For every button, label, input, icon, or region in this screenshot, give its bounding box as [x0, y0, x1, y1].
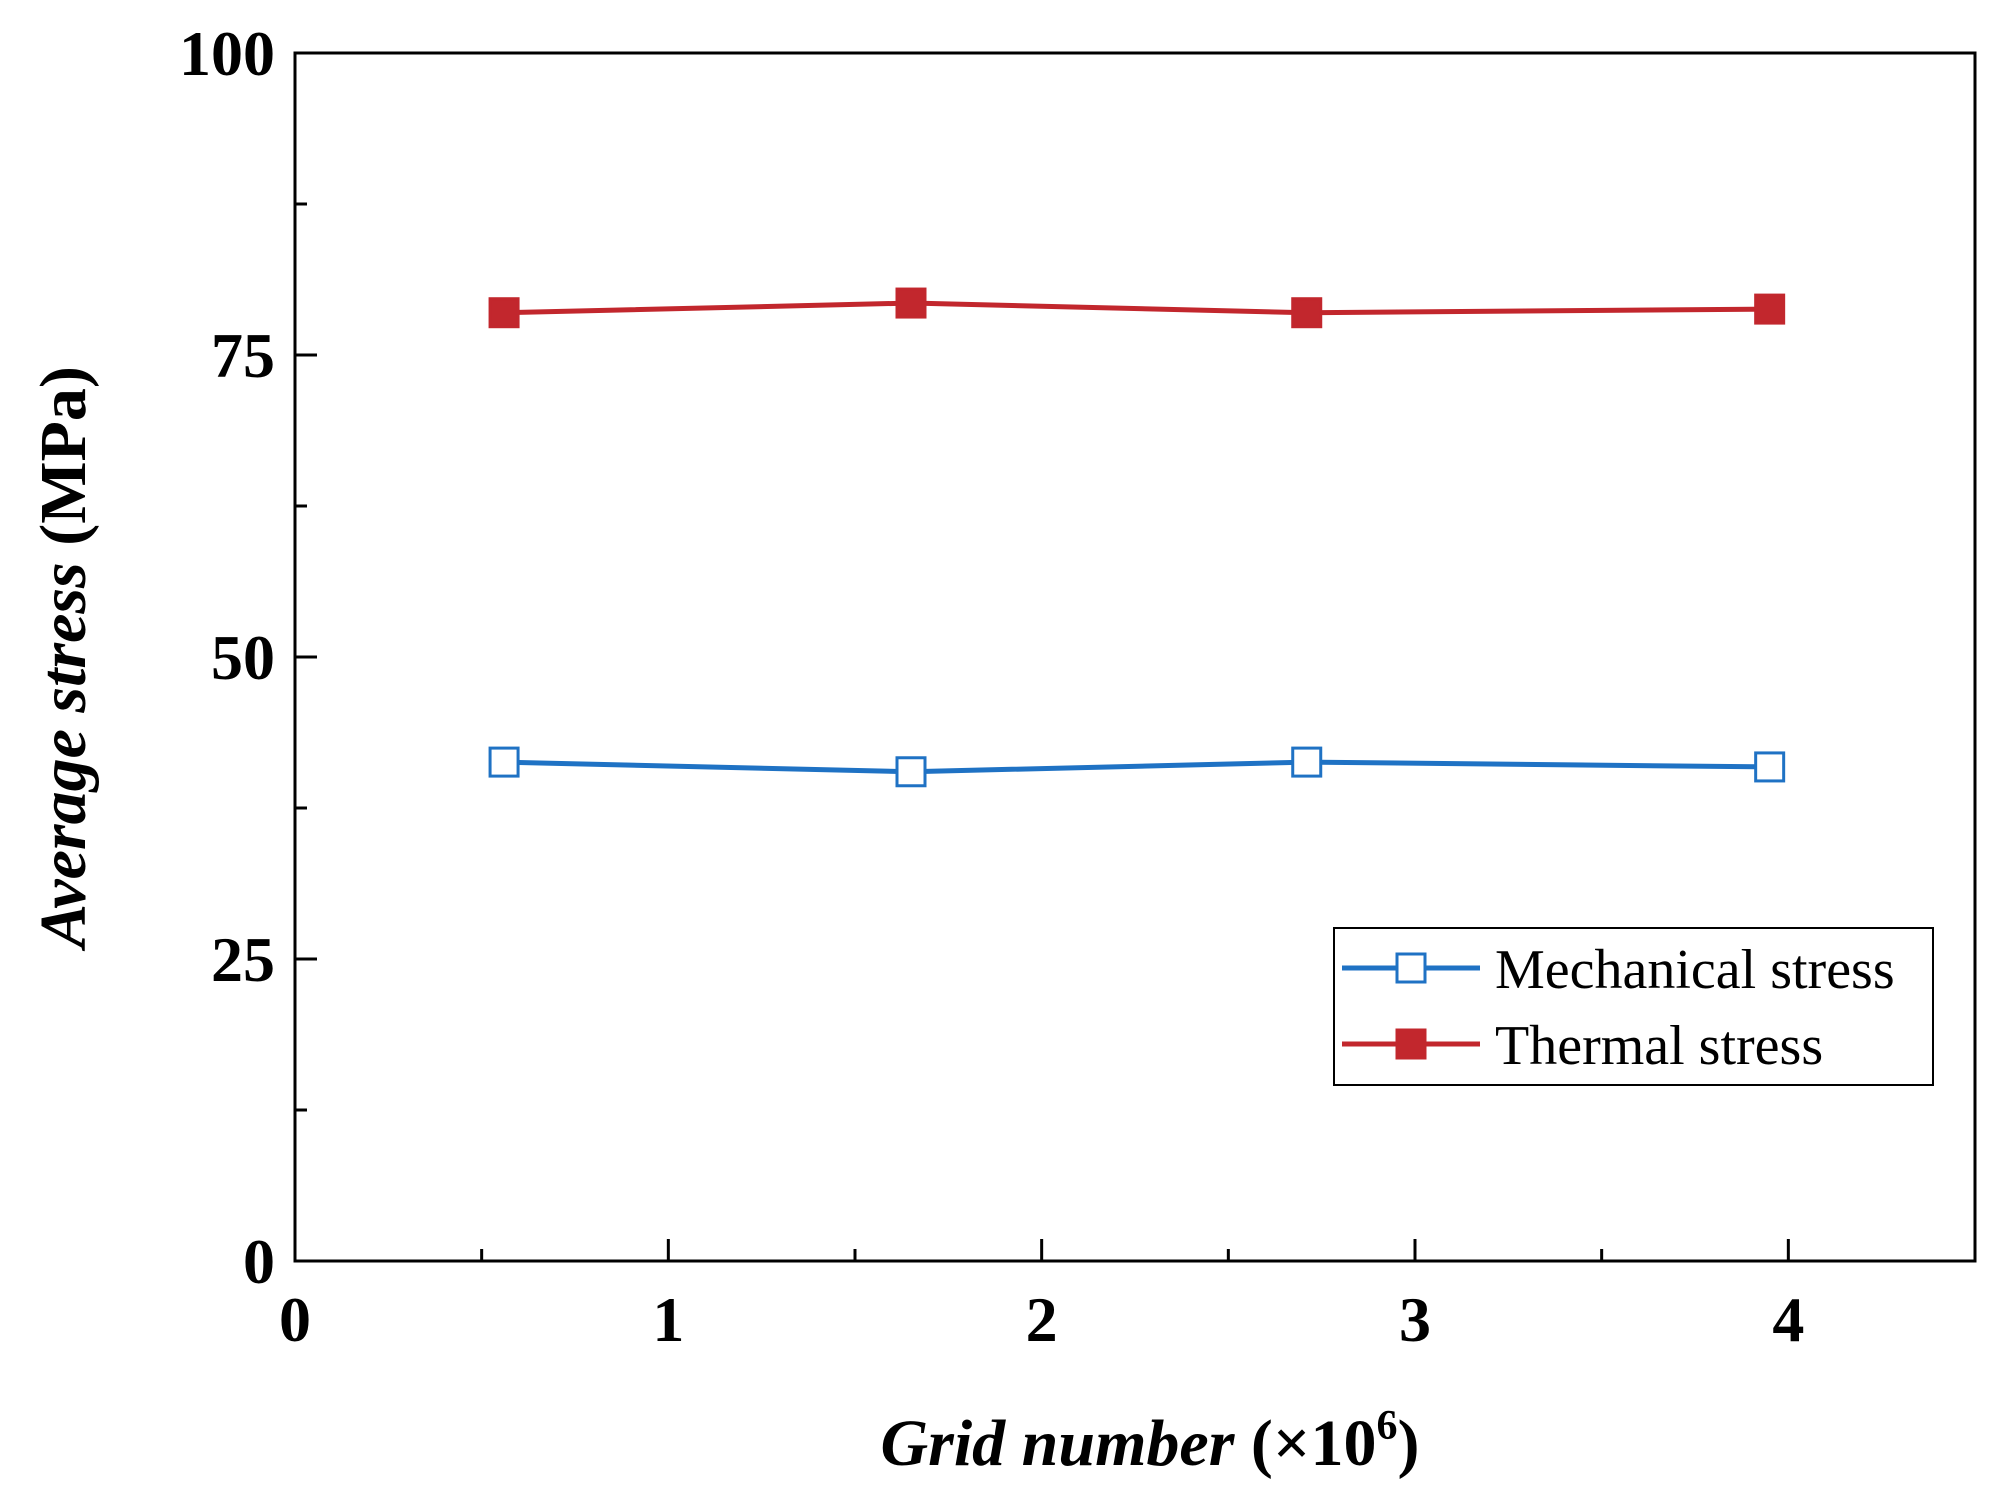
legend-marker-mechanical: [1395, 952, 1427, 984]
legend-marker-thermal: [1395, 1028, 1427, 1060]
y-axis-title: Average stress (MPa): [27, 366, 100, 952]
x-tick-label: 3: [1399, 1284, 1431, 1355]
y-tick-label: 100: [179, 18, 275, 89]
x-axis-title-italic: Grid number: [881, 1407, 1236, 1480]
x-axis-title-unit-pre: (×10: [1251, 1407, 1377, 1480]
x-axis-title-superscript: 6: [1377, 1403, 1398, 1449]
y-tick-label: 25: [211, 924, 275, 995]
data-point-mechanical-stress: [488, 746, 520, 778]
data-point-mechanical-stress: [1291, 746, 1323, 778]
data-point-thermal-stress: [895, 287, 927, 319]
legend-label-thermal: Thermal stress: [1495, 1015, 1823, 1077]
x-tick-label: 2: [1026, 1284, 1058, 1355]
series-line-thermal-stress: [504, 300, 1770, 316]
series-layer: [488, 287, 1786, 788]
x-tick-label: 4: [1772, 1284, 1804, 1355]
data-point-mechanical-stress: [1754, 751, 1786, 783]
data-point-thermal-stress: [1291, 297, 1323, 329]
y-tick-label: 75: [211, 320, 275, 391]
x-axis-title-unit-post: ): [1398, 1407, 1420, 1480]
major-ticks: [295, 353, 1790, 1261]
data-point-mechanical-stress: [895, 756, 927, 788]
y-axis-title-italic: Average stress: [27, 562, 100, 952]
legend-label-mechanical: Mechanical stress: [1495, 939, 1895, 1001]
data-point-thermal-stress: [488, 297, 520, 329]
y-axis-title-unit: (MPa): [27, 366, 100, 546]
legend-box: [1333, 927, 1934, 1086]
x-axis-title: Grid number (×106): [881, 1403, 1420, 1480]
y-tick-label: 0: [243, 1226, 275, 1297]
legend: Mechanical stress Thermal stress: [1333, 927, 1934, 1086]
x-tick-label: 1: [652, 1284, 684, 1355]
y-tick-label: 50: [211, 622, 275, 693]
minor-ticks: [295, 202, 1604, 1261]
series-line-mechanical-stress: [504, 759, 1770, 775]
x-tick-label: 0: [279, 1284, 311, 1355]
data-point-thermal-stress: [1754, 293, 1786, 325]
x-axis-title-space: [1234, 1407, 1251, 1480]
y-axis-title-space: [27, 546, 100, 563]
